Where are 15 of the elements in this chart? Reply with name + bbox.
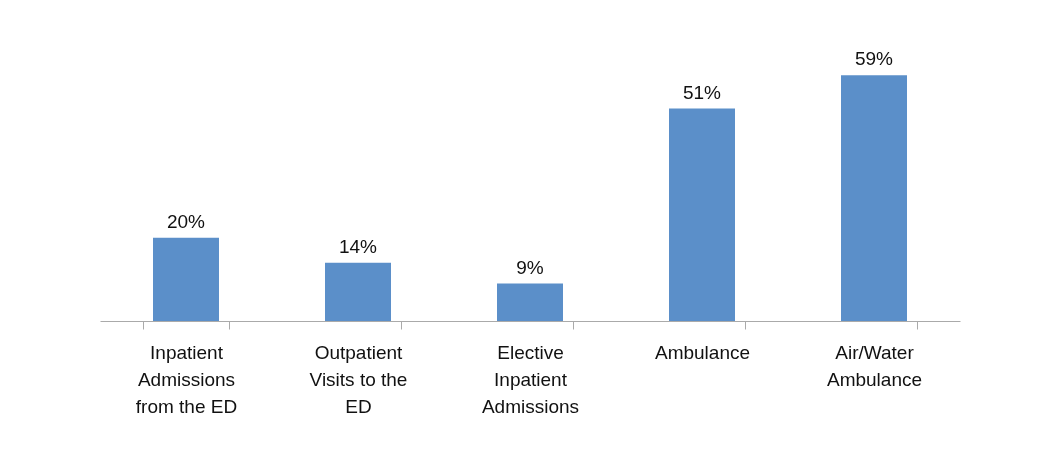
data-label: 51% bbox=[682, 81, 722, 103]
bar bbox=[325, 262, 391, 321]
bar bbox=[669, 108, 735, 321]
x-tick-label: Air/Water Ambulance bbox=[826, 341, 923, 390]
bar bbox=[497, 283, 563, 321]
data-label: 9% bbox=[516, 256, 544, 278]
data-label: 59% bbox=[854, 48, 894, 70]
x-tick-label: Elective Inpatient Admissions bbox=[481, 341, 580, 417]
data-label: 14% bbox=[338, 235, 378, 257]
x-tick-label: Outpatient Visits to the ED bbox=[309, 341, 408, 417]
bar bbox=[841, 75, 907, 321]
x-tick-label: Ambulance bbox=[654, 341, 751, 363]
bar bbox=[153, 237, 219, 321]
x-tick-label: Inpatient Admissions from the ED bbox=[135, 341, 238, 417]
data-label: 20% bbox=[166, 210, 206, 232]
